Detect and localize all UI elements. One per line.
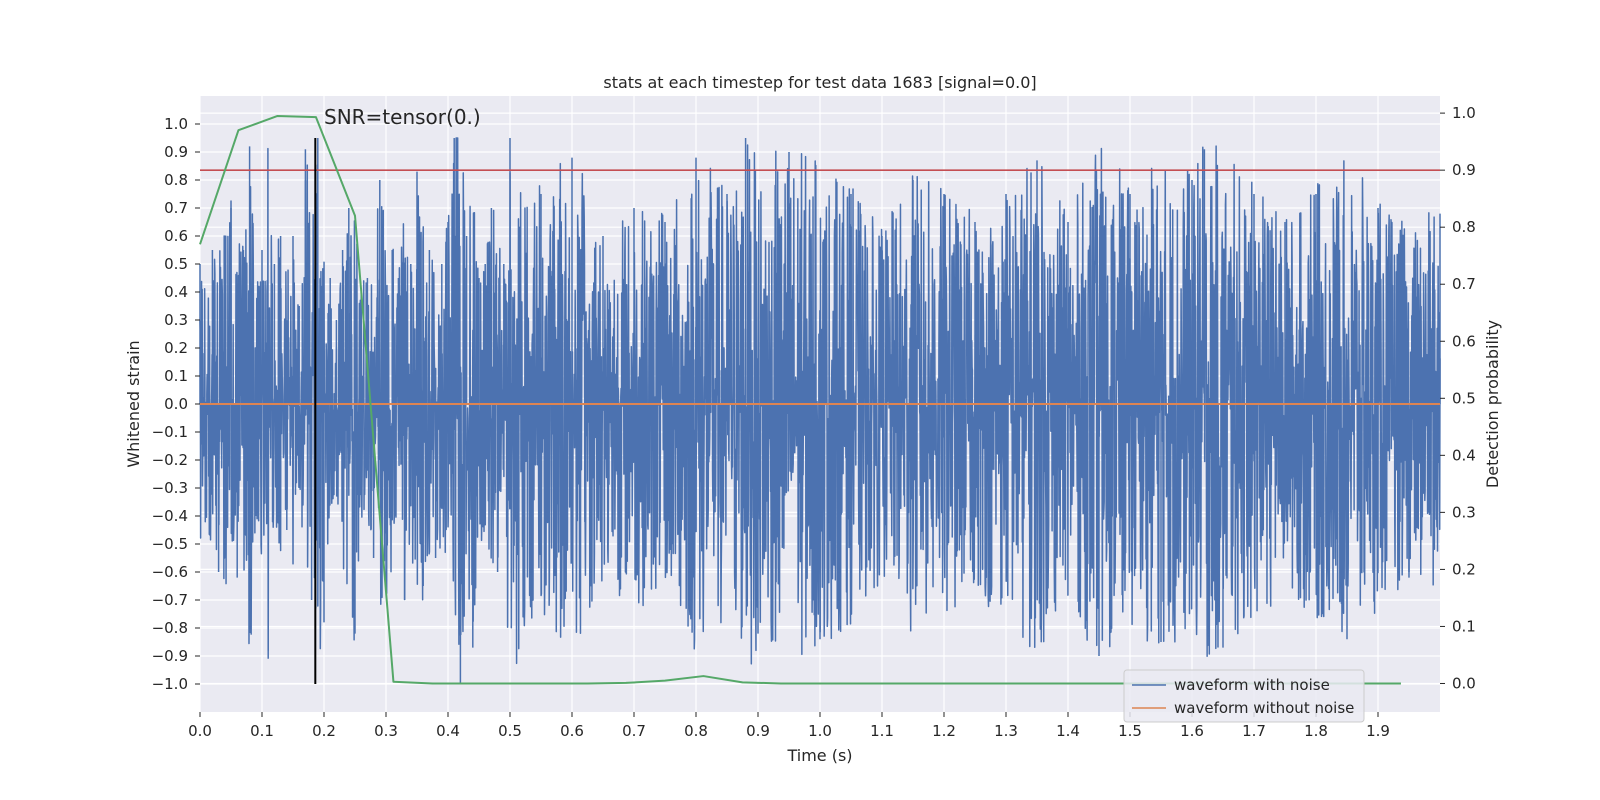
y-right-axis-ticks: 1.0 0.9 0.8 0.7 0.6 0.5 0.4 0.3 0.2 0.1 0.0	[1440, 104, 1476, 692]
legend: waveform with noise waveform without noi…	[1123, 669, 1365, 723]
x-tick-label: 1.4	[1056, 722, 1080, 740]
legend-label-waveform-with-noise: waveform with noise	[1174, 676, 1330, 694]
y-right-tick-label: 0.4	[1452, 446, 1476, 464]
y-right-tick-label: 0.0	[1452, 674, 1476, 692]
y-left-tick-label: −0.6	[152, 563, 188, 581]
x-tick-label: 0.7	[622, 722, 646, 740]
y-right-tick-label: 0.8	[1452, 218, 1476, 236]
y-left-tick-label: 0.2	[164, 339, 188, 357]
x-tick-label: 0.9	[746, 722, 770, 740]
x-tick-label: 1.5	[1118, 722, 1142, 740]
y-left-tick-label: 0.6	[164, 227, 188, 245]
y-right-tick-label: 0.5	[1452, 389, 1476, 407]
y-left-tick-label: 0.1	[164, 367, 188, 385]
x-tick-label: 1.1	[870, 722, 894, 740]
x-tick-label: 1.6	[1180, 722, 1204, 740]
y-left-tick-label: −0.8	[152, 619, 188, 637]
x-tick-label: 0.3	[374, 722, 398, 740]
y-right-tick-label: 0.7	[1452, 275, 1476, 293]
y-left-tick-label: −0.9	[152, 647, 188, 665]
y-left-tick-label: 0.5	[164, 255, 188, 273]
x-tick-label: 1.2	[932, 722, 956, 740]
y-left-axis-label: Whitened strain	[124, 340, 143, 467]
y-right-axis-label: Detection probability	[1483, 320, 1502, 488]
y-right-tick-label: 0.3	[1452, 503, 1476, 521]
y-left-axis-ticks: 1.0 0.9 0.8 0.7 0.6 0.5 0.4 0.3 0.2 0.1 0.0 −0.1 −0.…	[152, 115, 200, 693]
x-tick-label: 1.3	[994, 722, 1018, 740]
chart-title: stats at each timestep for test data 168…	[603, 73, 1036, 92]
detection-probability-series	[199, 114, 1401, 685]
y-left-tick-label: 0.0	[164, 395, 188, 413]
x-tick-label: 0.8	[684, 722, 708, 740]
y-left-tick-label: −0.1	[152, 423, 188, 441]
x-tick-label: 0.5	[498, 722, 522, 740]
y-left-tick-label: −0.5	[152, 535, 188, 553]
y-right-tick-label: 0.2	[1452, 560, 1476, 578]
snr-annotation: SNR=tensor(0.)	[324, 105, 481, 129]
y-right-tick-label: 0.1	[1452, 617, 1476, 635]
y-left-tick-label: 0.8	[164, 171, 188, 189]
y-left-tick-label: 0.4	[164, 283, 188, 301]
y-left-tick-label: −0.2	[152, 451, 188, 469]
y-left-tick-label: 0.3	[164, 311, 188, 329]
x-tick-label: 1.0	[808, 722, 832, 740]
y-right-tick-label: 0.9	[1452, 161, 1476, 179]
legend-box	[1123, 669, 1365, 723]
y-left-tick-label: −0.3	[152, 479, 188, 497]
y-right-tick-label: 0.6	[1452, 332, 1476, 350]
x-tick-label: 0.0	[188, 722, 212, 740]
y-left-tick-label: −0.4	[152, 507, 188, 525]
x-tick-label: 1.7	[1242, 722, 1266, 740]
x-tick-label: 0.2	[312, 722, 336, 740]
x-tick-label: 0.4	[436, 722, 460, 740]
y-left-tick-label: 1.0	[164, 115, 188, 133]
x-tick-label: 1.8	[1304, 722, 1328, 740]
y-left-tick-label: 0.9	[164, 143, 188, 161]
y-left-tick-label: 0.7	[164, 199, 188, 217]
x-tick-label: 1.9	[1366, 722, 1390, 740]
x-tick-label: 0.6	[560, 722, 584, 740]
waveform-with-noise-series	[199, 137, 1441, 684]
y-right-tick-label: 1.0	[1452, 104, 1476, 122]
y-left-tick-label: −0.7	[152, 591, 188, 609]
y-left-tick-label: −1.0	[152, 675, 188, 693]
detection-probability-line	[199, 114, 1401, 685]
legend-label-waveform-without-noise: waveform without noise	[1174, 699, 1354, 717]
x-axis-label: Time (s)	[786, 746, 852, 765]
x-axis-ticks: 0.0 0.1 0.2 0.3 0.4 0.5 0.6 0.7 0.8 0.9 1.0 1.1 1.2 1…	[188, 712, 1390, 740]
x-tick-label: 0.1	[250, 722, 274, 740]
